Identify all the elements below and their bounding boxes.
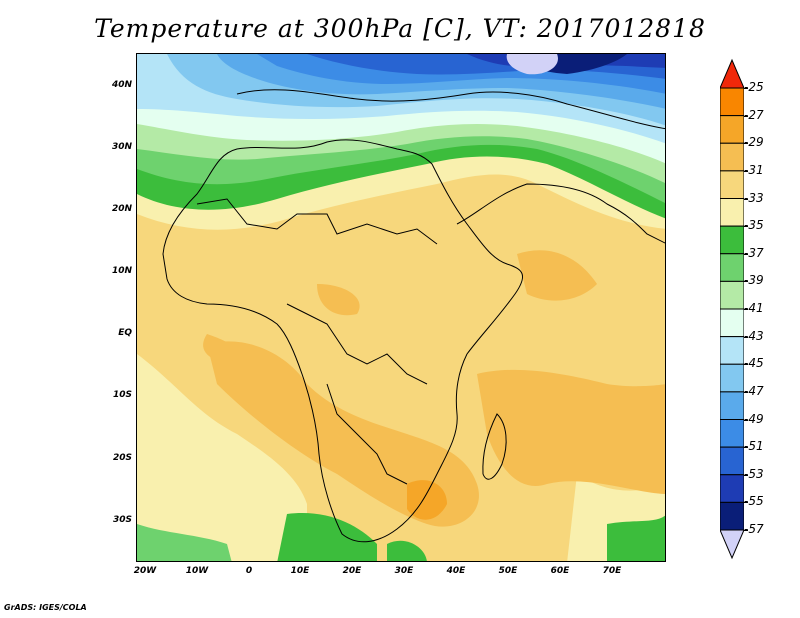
colorbar-tick [744,198,748,200]
colorbar-label: -53 [744,466,764,481]
colorbar-cell [720,308,744,338]
colorbar-tick [744,226,748,228]
lon-label-60e: 60E [550,566,570,576]
africa-coastline [162,139,524,543]
colorbar-top-arrow [720,58,744,89]
colorbar-tick [744,447,748,449]
contour-minus35-south [137,354,307,561]
colorbar-label: -51 [744,439,764,454]
coastlines [162,89,665,543]
colorbar-cell [720,336,744,365]
madagascar-coastline [482,413,507,480]
lon-label-40e: 40E [446,566,466,576]
colorbar-cell [720,419,744,448]
colorbar-label: -29 [744,135,764,150]
lat-label-40n: 40N [111,80,132,90]
lon-label-70e: 70E [602,566,622,576]
contour-minus37-south-2 [387,540,427,561]
lat-label-30n: 30N [111,142,132,152]
lon-label-50e: 50E [498,566,518,576]
colorbar-label: -25 [744,80,764,94]
colorbar-label: -49 [744,411,764,426]
colorbar-label: -39 [744,273,764,288]
contour-minus39-south [137,524,232,561]
lon-label-10e: 10E [290,566,310,576]
colorbar-tick [744,88,748,89]
colorbar-tick [744,364,748,366]
map-title: Temperature at 300hPa [C], VT: 201701281… [94,14,706,43]
central-borders [286,303,428,385]
lat-label-10n: 10N [111,266,132,276]
colorbar-cell [720,253,744,282]
lon-label-10w: 10W [185,566,209,576]
colorbar-tick [744,419,748,421]
colorbar-cell [720,87,744,117]
contour-minus31-indian [477,369,665,494]
colorbar-tick [744,170,748,172]
colorbar-cell [720,170,744,199]
contour-minus37-south [277,513,377,561]
colorbar-cell [720,225,744,255]
colorbar-label: -33 [744,190,764,205]
colorbar-label: -57 [744,522,764,536]
colorbar-cell [720,280,744,310]
temperature-field [137,54,665,561]
sahel-borders [196,198,438,245]
temperature-map [136,53,666,562]
colorbar-tick [744,530,748,531]
colorbar-cells [720,87,744,531]
contour-below-minus57 [506,54,558,75]
colorbar-label: -45 [744,356,764,371]
colorbar-label: -55 [744,494,764,509]
colorbar-bottom-arrow [720,529,744,560]
arabia-coastline [456,183,665,244]
colorbar-label: -37 [744,245,764,260]
colorbar-label: -43 [744,328,764,343]
colorbar-tick [744,391,748,393]
colorbar-tick [744,281,748,283]
colorbar-label: -47 [744,383,764,398]
lon-label-0: 0 [245,566,253,576]
colorbar-tick [744,143,748,145]
contour-minus31-arabian [517,250,597,301]
lat-label-10s: 10S [112,390,132,400]
colorbar-cell [720,363,744,393]
colorbar-cell [720,115,744,144]
lon-label-20e: 20E [342,566,362,576]
lat-label-20n: 20N [111,204,132,214]
contour-minus37-south-east [607,515,665,561]
colorbar-cell [720,391,744,420]
contour-minus31-south [207,341,479,527]
colorbar-tick [744,502,748,504]
lat-label-eq: EQ [118,328,132,338]
colorbar-tick [744,115,748,117]
colorbar-cell [720,446,744,476]
colorbar-tick [744,474,748,476]
colorbar-cell [720,142,744,172]
colorbar-tick [744,253,748,255]
colorbar-label: -41 [744,301,764,315]
southern-borders [326,383,408,485]
grads-credit: GrADS: IGES/COLA [4,603,87,612]
lon-label-20w: 20W [133,566,157,576]
contour-minus31-west [203,334,238,364]
contour-minus31-central [317,284,360,316]
colorbar-cell [720,501,744,531]
lat-label-30s: 30S [112,515,132,525]
colorbar-tick [744,309,748,310]
colorbar-cell [720,198,744,227]
colorbar-tick [744,336,748,338]
contour-minus29 [407,480,447,520]
colorbar-cell [720,474,744,503]
colorbar-label: -27 [744,107,764,122]
mediterranean-coastline [236,89,665,130]
colorbar-label: -31 [744,162,764,177]
colorbar-label: -35 [744,218,764,233]
lat-label-20s: 20S [112,453,132,463]
colorbar [720,58,744,560]
lon-label-30e: 30E [394,566,414,576]
